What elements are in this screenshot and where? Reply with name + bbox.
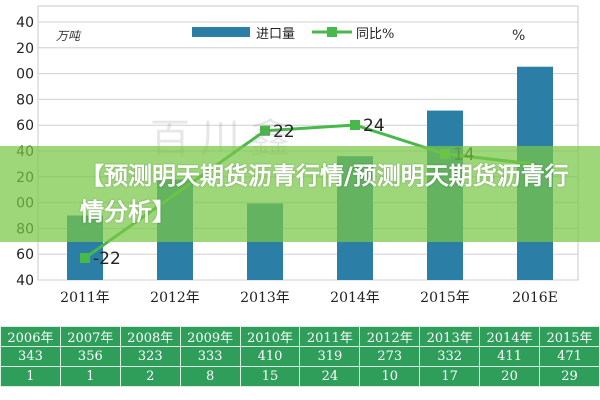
table-cell-growth: 1 bbox=[0, 366, 61, 387]
table-cell-year: 2006年 bbox=[0, 326, 61, 347]
line-point bbox=[260, 125, 270, 136]
table-cell-value: 333 bbox=[179, 346, 241, 367]
y-tick-label: 60 bbox=[16, 247, 34, 263]
table-cell-growth: 17 bbox=[419, 366, 481, 387]
table-cell-growth: 10 bbox=[359, 366, 421, 387]
table-cell-year: 2009年 bbox=[179, 326, 241, 347]
table-cell-year: 2011年 bbox=[299, 326, 361, 347]
table-cell-growth: 15 bbox=[239, 366, 301, 387]
table-cell-value: 356 bbox=[59, 346, 121, 367]
right-axis-label: % bbox=[512, 28, 525, 44]
table-cell-growth: 2 bbox=[119, 366, 181, 387]
table-cell-value: 319 bbox=[299, 346, 361, 367]
table-cell-value: 323 bbox=[119, 346, 181, 367]
x-tick-label: 2013年 bbox=[240, 290, 290, 306]
title-banner bbox=[0, 146, 600, 242]
table-cell-growth: 1 bbox=[59, 366, 121, 387]
table-cell-growth: 29 bbox=[539, 366, 600, 387]
x-tick-label: 2014年 bbox=[330, 290, 380, 306]
y-tick-label: 40 bbox=[16, 273, 34, 289]
legend-line-marker bbox=[327, 27, 337, 37]
legend-line-label: 同比% bbox=[356, 27, 394, 42]
y-tick-label: 40 bbox=[16, 15, 34, 31]
x-tick-label: 2016E bbox=[512, 290, 558, 306]
table-cell-year: 2010年 bbox=[239, 326, 301, 347]
legend-bar-label: 进口量 bbox=[256, 27, 295, 42]
table-cell-value: 332 bbox=[419, 346, 481, 367]
y-tick-label: 60 bbox=[16, 118, 34, 134]
legend-bar-swatch bbox=[192, 27, 250, 37]
table-cell-growth: 8 bbox=[179, 366, 241, 387]
y-tick-label: 20 bbox=[16, 41, 34, 57]
x-tick-label: 2011年 bbox=[60, 290, 110, 306]
table-cell-year: 2008年 bbox=[119, 326, 181, 347]
table-cell-year: 2014年 bbox=[479, 326, 541, 347]
line-point bbox=[350, 120, 360, 130]
line-data-label: 24 bbox=[363, 116, 385, 136]
table-cell-value: 411 bbox=[479, 346, 541, 367]
banner-title: 【预测明天期货沥青行情/预测明天期货沥青行情分析】 bbox=[80, 162, 569, 226]
y-tick-label: 00 bbox=[16, 67, 34, 83]
line-data-label: -22 bbox=[93, 249, 121, 269]
table-cell-value: 343 bbox=[0, 346, 61, 367]
table-cell-year: 2007年 bbox=[59, 326, 121, 347]
x-tick-label: 2012年 bbox=[150, 290, 200, 306]
table-cell-growth: 24 bbox=[299, 366, 361, 387]
table-row-growth: 1 1 2 8 15 24 10 17 20 29 bbox=[0, 366, 600, 387]
unit-label: 万吨 bbox=[56, 29, 82, 43]
table-row-years: 2006年 2007年 2008年 2009年 2010年 2011年 2012年 2013年… bbox=[0, 326, 600, 347]
table-cell-year: 2013年 bbox=[419, 326, 481, 347]
x-tick-label: 2015年 bbox=[420, 290, 470, 306]
line-data-label: 22 bbox=[273, 122, 295, 142]
line-point bbox=[80, 253, 90, 263]
table-cell-value: 273 bbox=[359, 346, 421, 367]
y-tick-label: 80 bbox=[16, 92, 34, 108]
table-cell-value: 410 bbox=[239, 346, 301, 367]
table-cell-growth: 20 bbox=[479, 366, 541, 387]
table-cell-year: 2015年 bbox=[539, 326, 600, 347]
data-table: 2006年 2007年 2008年 2009年 2010年 2011年 2012年 2013年… bbox=[0, 326, 600, 387]
table-cell-value: 471 bbox=[539, 346, 600, 367]
table-cell-year: 2012年 bbox=[359, 326, 421, 347]
table-row-values: 343 356 323 333 410 319 273 332 411 471 bbox=[0, 346, 600, 367]
